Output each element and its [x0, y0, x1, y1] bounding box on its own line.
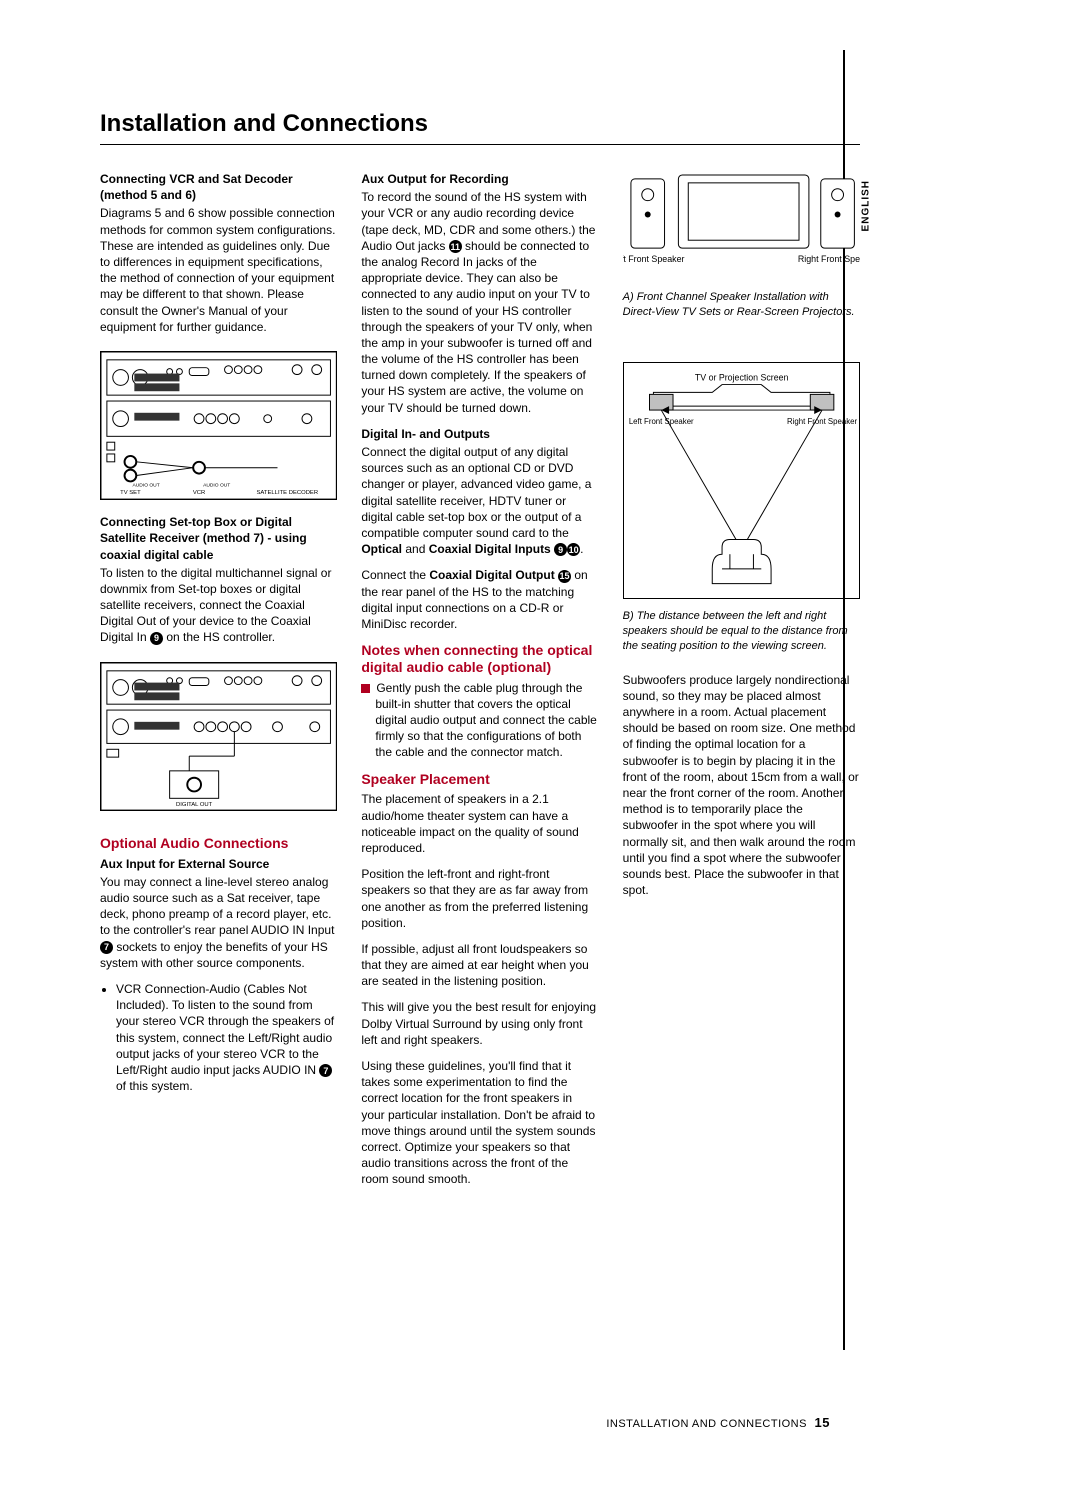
column-3: Left Front Speaker Right Front Speaker A…	[623, 171, 860, 1198]
column-2: Aux Output for Recording To record the s…	[361, 171, 598, 1198]
text-span: Gently push the cable plug through the b…	[375, 681, 597, 760]
ref-icon-9: 9	[150, 632, 163, 645]
body-text: Connect the digital output of any digita…	[361, 444, 598, 557]
heading-vcr-sat: Connecting VCR and Sat Decoder (method 5…	[100, 171, 337, 203]
svg-text:Left Front Speaker: Left Front Speaker	[628, 416, 693, 425]
heading-optical-notes: Notes when connecting the optical digita…	[361, 642, 598, 676]
diagram-digital-out: DIGITAL OUT	[100, 662, 337, 811]
bullet-list: VCR Connection-Audio (Cables Not Include…	[100, 981, 337, 1094]
body-text: Subwoofers produce largely nondirectiona…	[623, 672, 860, 899]
text-span: sockets to enjoy the benefits of your HS…	[100, 940, 328, 970]
heading-speaker-placement: Speaker Placement	[361, 771, 598, 788]
text-span: Connect the	[361, 568, 429, 582]
ref-icon-9: 9	[554, 543, 567, 556]
svg-text:AUDIO OUT: AUDIO OUT	[133, 482, 160, 488]
body-text: If possible, adjust all front loudspeake…	[361, 941, 598, 990]
bold-span: Optical	[361, 542, 402, 556]
svg-text:Right Front Speaker: Right Front Speaker	[787, 416, 857, 425]
body-text: To listen to the digital multichannel si…	[100, 565, 337, 646]
figure-b: TV or Projection Screen Left Front Speak…	[623, 362, 860, 599]
heading-digital-io: Digital In- and Outputs	[361, 426, 598, 442]
text-span: VCR Connection-Audio (Cables Not Include…	[116, 982, 334, 1077]
bold-span: Coaxial Digital Inputs	[429, 542, 554, 556]
bold-span: Coaxial Digital Output	[429, 568, 558, 582]
svg-text:DIGITAL OUT: DIGITAL OUT	[176, 802, 213, 808]
page-title: Installation and Connections	[100, 110, 1010, 138]
ref-icon-15: 15	[558, 570, 571, 583]
square-bullet-icon	[361, 684, 370, 693]
svg-text:AUDIO OUT: AUDIO OUT	[203, 482, 230, 488]
body-text: To record the sound of the HS system wit…	[361, 189, 598, 416]
body-text: Using these guidelines, you'll find that…	[361, 1058, 598, 1188]
footer-label: INSTALLATION AND CONNECTIONS	[606, 1418, 807, 1430]
caption-b: B) The distance between the left and rig…	[623, 609, 860, 654]
body-text: Position the left-front and right-front …	[361, 866, 598, 931]
text-span: of this system.	[116, 1079, 193, 1093]
svg-text:TV or Projection Screen: TV or Projection Screen	[695, 372, 789, 382]
svg-text:VCR: VCR	[193, 490, 205, 496]
text-span: Connect the digital output of any digita…	[361, 445, 591, 540]
heading-aux-input: Aux Input for External Source	[100, 856, 337, 872]
body-text: Connect the Coaxial Digital Output 15 on…	[361, 567, 598, 632]
body-text: The placement of speakers in a 2.1 audio…	[361, 791, 598, 856]
heading-aux-output: Aux Output for Recording	[361, 171, 598, 187]
body-text: You may connect a line-level stereo anal…	[100, 874, 337, 971]
page-number: 15	[815, 1415, 830, 1430]
body-text: Diagrams 5 and 6 show possible connectio…	[100, 205, 337, 335]
svg-text:Right Front Speaker: Right Front Speaker	[798, 254, 860, 264]
svg-text:SATELLITE DECODER: SATELLITE DECODER	[257, 490, 319, 496]
column-1: Connecting VCR and Sat Decoder (method 5…	[100, 171, 337, 1198]
ref-icon-7: 7	[319, 1064, 332, 1077]
ref-icon-7: 7	[100, 941, 113, 954]
body-text: This will give you the best result for e…	[361, 999, 598, 1048]
svg-text:TV SET: TV SET	[120, 490, 141, 496]
body-text: Gently push the cable plug through the b…	[361, 680, 598, 761]
diagram-vcr-sat: TV SET AUDIO OUT VCR AUDIO OUT SATELLITE…	[100, 351, 337, 500]
text-span: should be connected to the analog Record…	[361, 239, 592, 415]
page-content: Installation and Connections Connecting …	[0, 0, 1080, 1258]
text-span: on the HS controller.	[163, 630, 275, 644]
heading-settop: Connecting Set-top Box or Digital Satell…	[100, 514, 337, 563]
caption-a: A) Front Channel Speaker Installation wi…	[623, 290, 860, 320]
ref-icon-11: 11	[449, 240, 462, 253]
text-span: You may connect a line-level stereo anal…	[100, 875, 334, 938]
figure-a: Left Front Speaker Right Front Speaker	[623, 171, 860, 280]
text-span: and	[402, 542, 429, 556]
svg-text:Left Front Speaker: Left Front Speaker	[623, 254, 685, 264]
ref-icon-10: 10	[567, 543, 580, 556]
list-item: VCR Connection-Audio (Cables Not Include…	[116, 981, 337, 1094]
heading-optional-audio: Optional Audio Connections	[100, 835, 337, 852]
title-underline	[100, 144, 860, 145]
page-footer: INSTALLATION AND CONNECTIONS 15	[606, 1415, 830, 1430]
